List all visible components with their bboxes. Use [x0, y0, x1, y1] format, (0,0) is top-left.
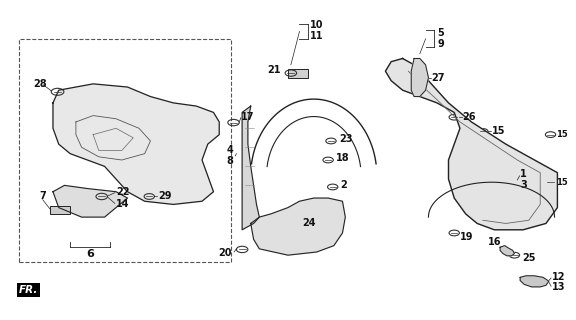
- Polygon shape: [251, 198, 346, 255]
- Text: 26: 26: [463, 112, 476, 122]
- Text: 23: 23: [340, 134, 353, 144]
- Text: 29: 29: [158, 191, 172, 202]
- Polygon shape: [500, 246, 514, 256]
- Polygon shape: [242, 106, 259, 230]
- Text: 4: 4: [227, 146, 233, 156]
- Text: 15: 15: [556, 130, 568, 139]
- Text: 2: 2: [341, 180, 347, 190]
- Polygon shape: [411, 59, 429, 97]
- Text: 16: 16: [488, 237, 501, 247]
- Text: 28: 28: [33, 79, 47, 89]
- Text: 9: 9: [437, 39, 444, 49]
- Text: 10: 10: [310, 20, 323, 30]
- Text: 21: 21: [268, 65, 281, 75]
- Text: 24: 24: [302, 219, 316, 228]
- Text: 3: 3: [520, 180, 527, 190]
- Polygon shape: [520, 276, 549, 287]
- Text: 18: 18: [336, 153, 350, 164]
- Text: 17: 17: [241, 112, 255, 122]
- Text: 14: 14: [116, 199, 130, 209]
- Polygon shape: [385, 59, 558, 230]
- Bar: [50, 206, 70, 214]
- Text: 15: 15: [556, 178, 568, 187]
- Text: 7: 7: [39, 191, 46, 202]
- Text: 12: 12: [552, 272, 565, 282]
- Bar: [288, 69, 308, 77]
- Text: 8: 8: [227, 156, 233, 166]
- Polygon shape: [53, 185, 127, 217]
- Text: 27: 27: [431, 73, 445, 83]
- Text: 25: 25: [522, 253, 535, 263]
- Text: 6: 6: [86, 249, 94, 259]
- Text: 20: 20: [218, 248, 232, 258]
- Polygon shape: [53, 84, 219, 204]
- Text: 22: 22: [116, 187, 130, 197]
- Text: 1: 1: [520, 169, 527, 179]
- Text: 11: 11: [310, 31, 323, 41]
- Bar: [18, 39, 230, 261]
- Text: FR.: FR.: [18, 284, 38, 295]
- Text: 5: 5: [437, 28, 444, 38]
- Text: 13: 13: [552, 282, 565, 292]
- Text: 15: 15: [491, 126, 505, 136]
- Text: 19: 19: [460, 232, 473, 242]
